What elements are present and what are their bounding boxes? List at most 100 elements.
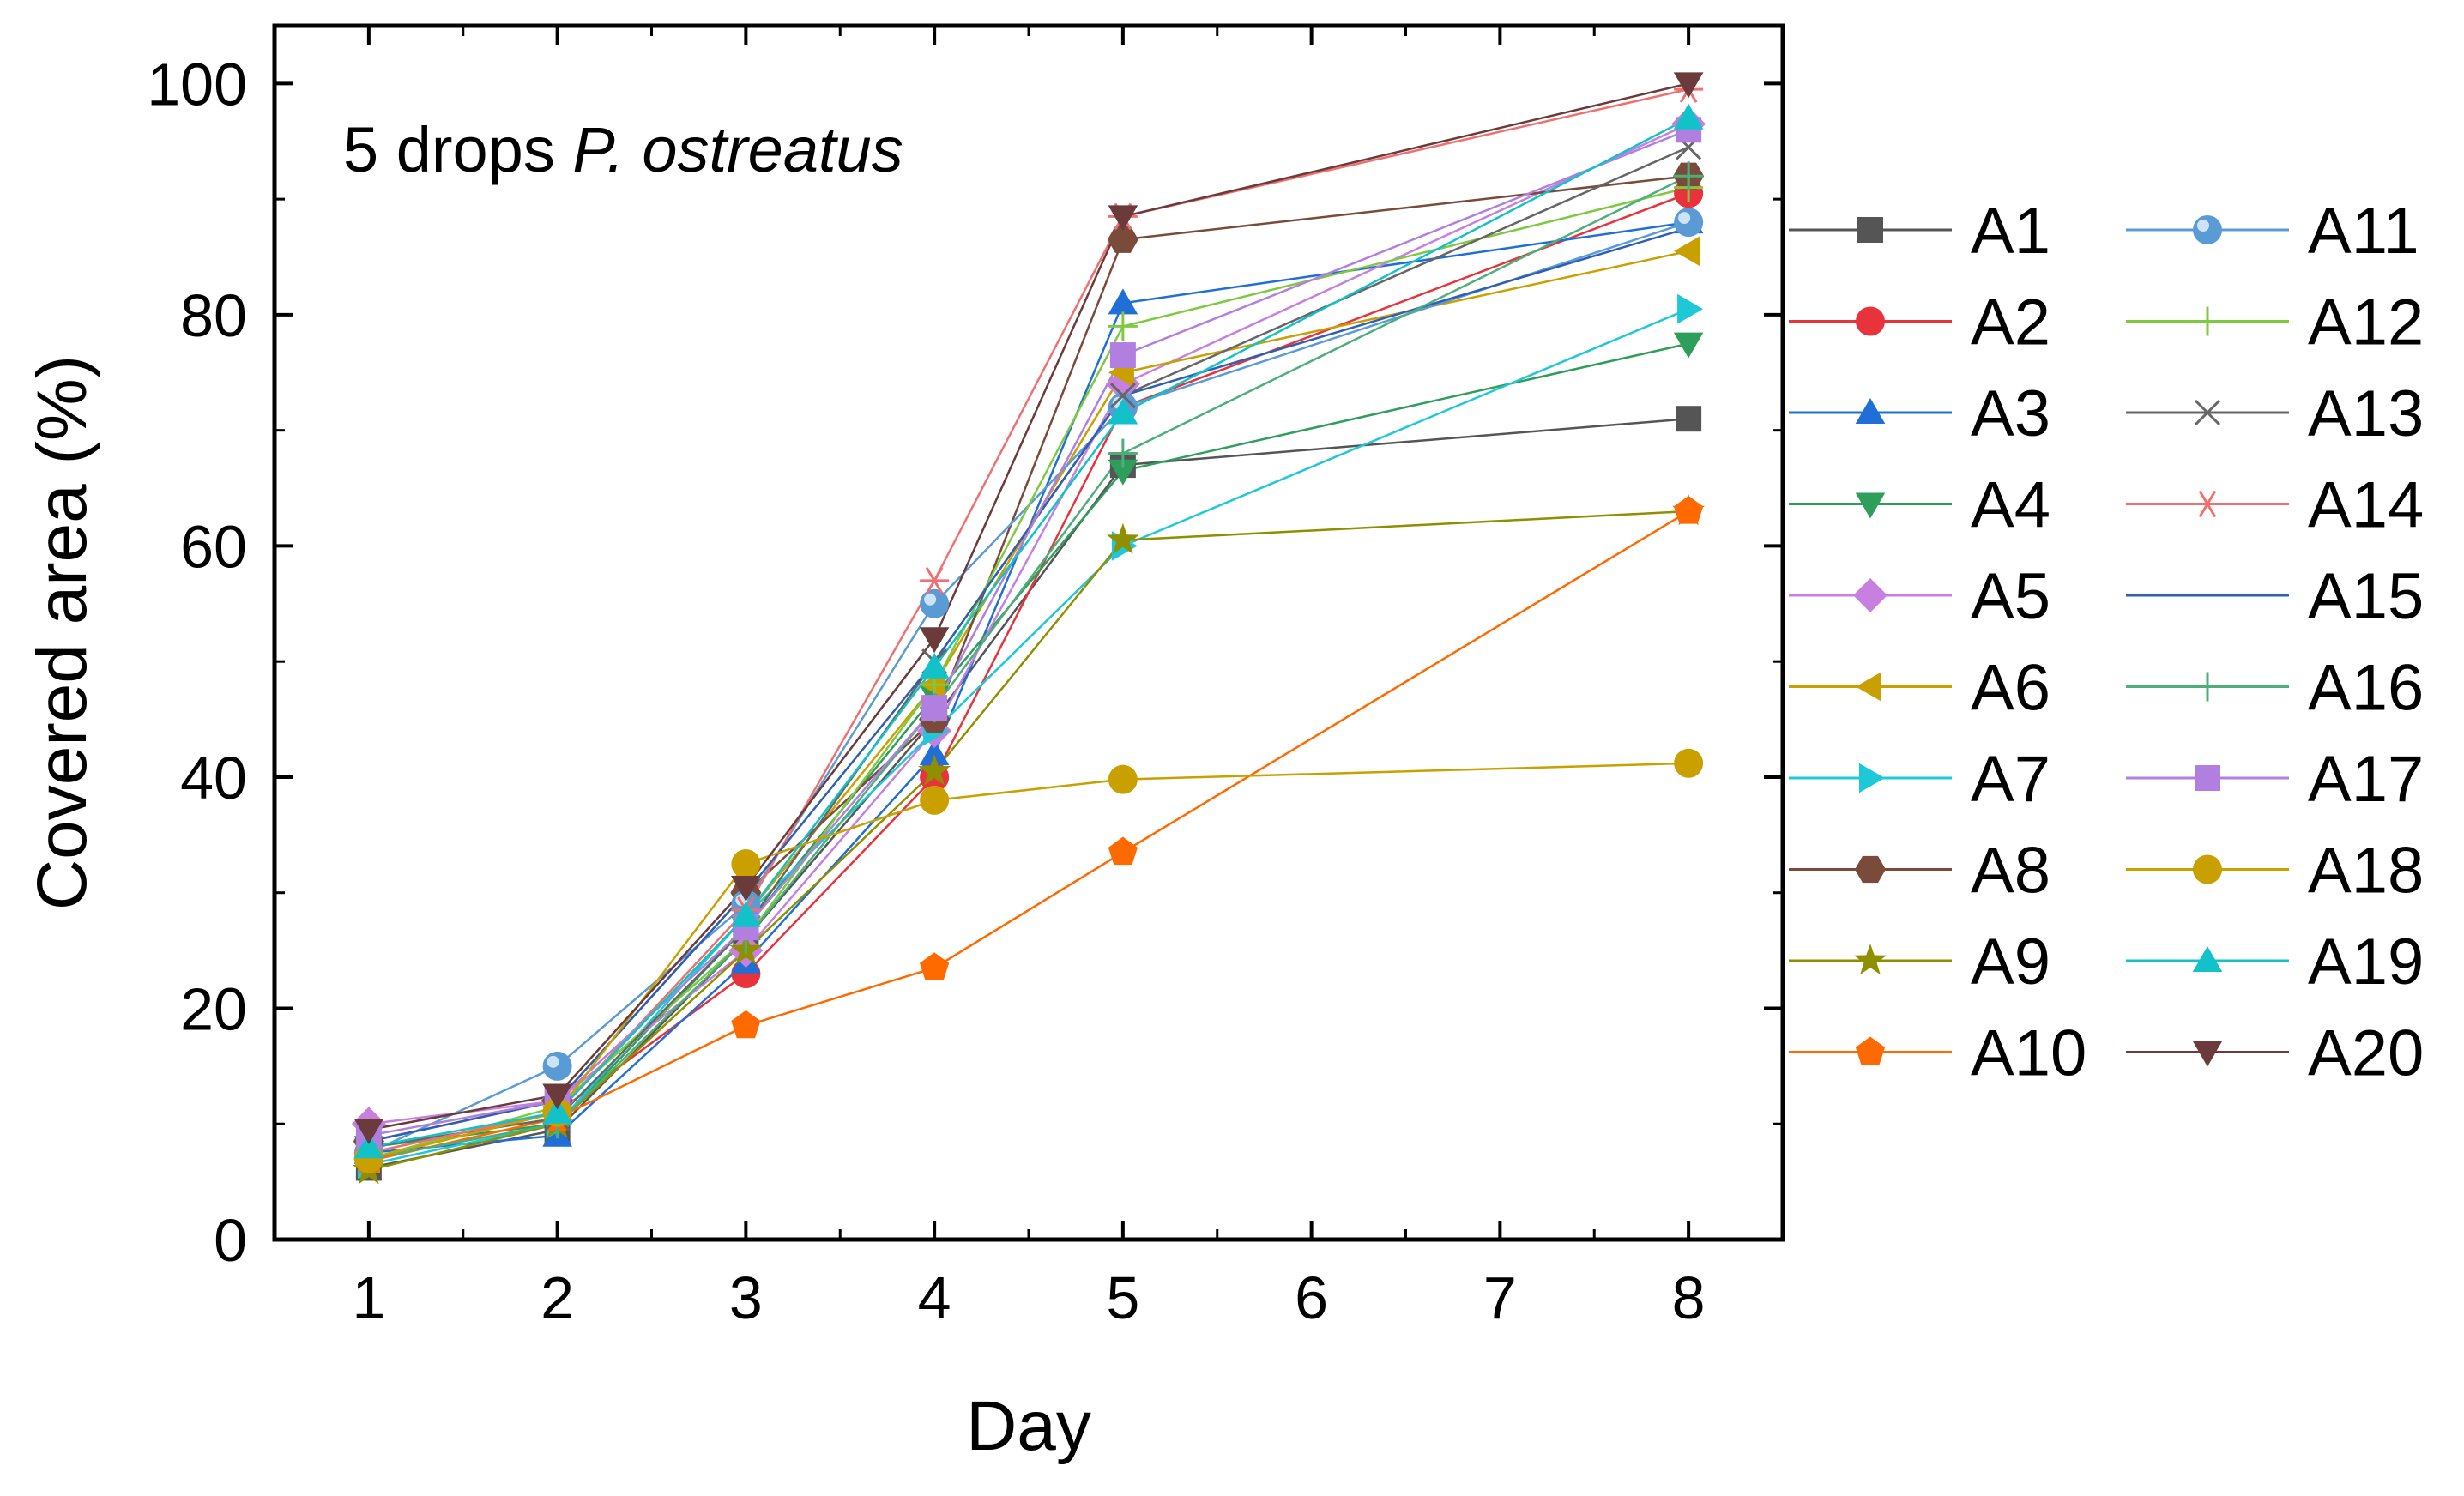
legend-marker [1856, 672, 1881, 702]
x-tick-label: 6 [1295, 1264, 1328, 1331]
y-tick-label: 80 [180, 282, 247, 349]
legend-label: A20 [2308, 1017, 2424, 1090]
series-line-A2 [368, 192, 1689, 1160]
legend-item-A2: A2 [1789, 287, 2050, 359]
legend-label: A18 [2308, 835, 2424, 908]
legend-item-A7: A7 [1789, 743, 2050, 816]
plot-markers [351, 72, 1706, 1185]
plot-lines [368, 82, 1689, 1172]
data-point-A19 [731, 901, 761, 927]
series-line-A7 [368, 308, 1689, 1166]
data-point-A3 [1108, 288, 1138, 315]
legend-label: A19 [2308, 926, 2424, 998]
x-tick-labels: 1 2 3 4 5 6 7 8 [352, 1264, 1705, 1331]
series-line-A3 [368, 220, 1689, 1155]
legend-item-A20: A20 [2126, 1017, 2424, 1090]
y-axis-title: Covered area (%) [23, 355, 101, 910]
series-line-A17 [368, 129, 1689, 1137]
legend-marker [2194, 399, 2221, 426]
data-point-A20 [1673, 72, 1704, 99]
annotation-species: P. ostreatus [572, 114, 903, 185]
series-line-A15 [368, 226, 1689, 1143]
data-point-A20 [731, 876, 761, 902]
data-point-A9 [918, 754, 951, 786]
legend-marker [1854, 944, 1887, 975]
data-point-A8 [1107, 226, 1138, 253]
legend-label: A11 [2308, 195, 2419, 268]
legend-label: A12 [2308, 287, 2424, 359]
legend-item-A16: A16 [2126, 652, 2424, 725]
series-line-A10 [368, 510, 1689, 1162]
series-line-A11 [368, 220, 1689, 1155]
data-point-A11 [1674, 208, 1704, 238]
plot-frame [272, 23, 1785, 1242]
legend-label: A5 [1971, 560, 2050, 633]
legend-marker [1855, 1036, 1886, 1065]
data-point-A18 [1108, 764, 1138, 794]
data-point-A7 [1677, 293, 1704, 324]
legend-item-A18: A18 [2126, 835, 2424, 908]
data-point-A16 [1674, 161, 1704, 191]
legend-marker [2193, 672, 2222, 702]
data-point-A10 [1674, 496, 1704, 524]
legend-marker [1857, 217, 1883, 243]
series-line-A1 [368, 417, 1689, 1169]
legend-item-A6: A6 [1789, 652, 2050, 725]
y-tick-labels: 0 20 40 60 80 100 [147, 51, 247, 1274]
data-point-A19 [353, 1132, 384, 1159]
series-line-A4 [368, 342, 1689, 1149]
legend-marker [1853, 578, 1887, 612]
x-tick-label: 4 [918, 1264, 951, 1331]
legend-label: A10 [1971, 1017, 2087, 1090]
data-point-A14 [920, 567, 950, 594]
legend-item-A10: A10 [1789, 1017, 2087, 1090]
legend-item-A5: A5 [1789, 560, 2050, 633]
data-point-A19 [919, 652, 950, 679]
y-tick-label: 0 [214, 1207, 247, 1274]
legend-label: A14 [2308, 469, 2424, 542]
data-point-A20 [919, 627, 950, 654]
legend-item-A14: A14 [2126, 469, 2424, 542]
x-tick-label: 7 [1483, 1264, 1517, 1331]
legend-label: A2 [1971, 287, 2050, 359]
series-line-A18 [368, 762, 1689, 1160]
legend-marker [2192, 1041, 2223, 1067]
data-point-A17 [1109, 342, 1136, 369]
chart-annotation: 5 drops P. ostreatus [343, 114, 903, 185]
legend-item-A3: A3 [1789, 377, 2050, 450]
legend-label: A8 [1971, 835, 2050, 908]
legend-item-A13: A13 [2126, 377, 2424, 450]
legend-marker [1856, 306, 1885, 336]
legend-marker [1855, 492, 1886, 519]
data-point-A12 [1108, 311, 1138, 341]
data-point-A19 [1673, 103, 1704, 130]
legend-label: A17 [2308, 743, 2424, 816]
legend-item-A8: A8 [1789, 835, 2050, 908]
legend-marker [2193, 306, 2222, 336]
y-tick-label: 20 [180, 975, 247, 1042]
legend-item-A19: A19 [2126, 926, 2424, 998]
data-point-A18 [1674, 748, 1704, 778]
x-tick-label: 3 [729, 1264, 763, 1331]
legend-marker [1855, 855, 1886, 884]
annotation-text: 5 drops [343, 114, 572, 185]
legend-label: A9 [1971, 926, 2050, 998]
legend-item-A11: A11 [2126, 195, 2419, 268]
legend-marker [1859, 763, 1885, 793]
data-point-A17 [921, 695, 948, 721]
data-point-A10 [920, 952, 950, 980]
series-line-A8 [368, 174, 1689, 1143]
legend-label: A1 [1971, 195, 2050, 268]
data-point-A10 [1108, 836, 1138, 866]
x-tick-label: 2 [541, 1264, 574, 1331]
legend-label: A16 [2308, 652, 2424, 725]
data-point-A10 [731, 1010, 761, 1039]
data-point-A11 [920, 588, 950, 618]
legend-item-A9: A9 [1789, 926, 2050, 998]
legend-item-A12: A12 [2126, 287, 2424, 359]
series-line-A14 [368, 87, 1689, 1155]
data-point-A9 [1106, 522, 1139, 554]
data-point-A19 [542, 1097, 572, 1124]
data-point-A20 [542, 1083, 572, 1110]
